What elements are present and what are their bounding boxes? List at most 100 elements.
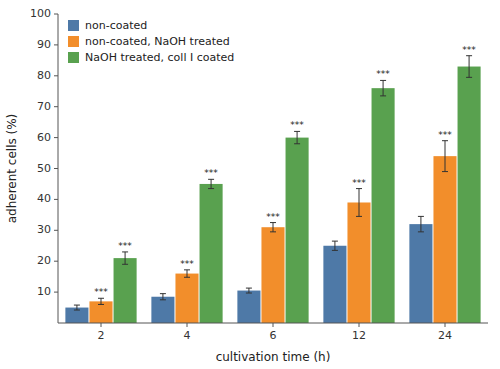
bar: [89, 301, 112, 323]
legend-swatch: [68, 20, 79, 31]
error-bar: [332, 241, 338, 250]
error-line: [445, 141, 446, 172]
chart-container: ******************************1020304050…: [0, 0, 500, 369]
y-tick: [54, 230, 58, 231]
error-cap: [418, 231, 424, 232]
error-cap: [246, 293, 252, 294]
error-cap: [98, 298, 104, 299]
bar: [347, 202, 370, 323]
significance-label: ***: [290, 120, 304, 130]
error-line: [359, 189, 360, 217]
error-cap: [294, 131, 300, 132]
error-cap: [98, 304, 104, 305]
error-line: [187, 270, 188, 277]
significance-label: ***: [118, 241, 132, 251]
x-tick: [101, 323, 102, 327]
y-tick: [54, 261, 58, 262]
bar: [151, 297, 174, 323]
significance-label: ***: [438, 130, 452, 140]
x-tick-label: 2: [98, 329, 105, 342]
significance-label: ***: [204, 168, 218, 178]
error-bar: [246, 288, 252, 293]
x-tick-label: 24: [438, 329, 452, 342]
y-tick-label: 10: [37, 285, 51, 298]
y-tick: [54, 168, 58, 169]
error-cap: [208, 179, 214, 180]
error-cap: [466, 55, 472, 56]
bar: [237, 291, 260, 323]
legend-label: non-coated: [85, 19, 147, 32]
significance-label: ***: [94, 287, 108, 297]
bar: [458, 67, 481, 323]
bar: [372, 88, 395, 323]
x-axis-label: cultivation time (h): [216, 350, 331, 364]
error-line: [101, 298, 102, 304]
error-bar: [98, 298, 104, 304]
legend-swatch: [68, 36, 79, 47]
significance-label: ***: [462, 45, 476, 55]
bar: [114, 258, 137, 323]
error-bar: [270, 223, 276, 232]
y-tick-label: 90: [37, 38, 51, 51]
legend-label: non-coated, NaOH treated: [85, 35, 230, 48]
error-line: [76, 305, 77, 310]
x-tick: [273, 323, 274, 327]
bar: [323, 246, 346, 323]
bar: [65, 308, 88, 323]
bar: [261, 227, 284, 323]
error-cap: [380, 80, 386, 81]
error-bar: [74, 305, 80, 310]
error-cap: [418, 216, 424, 217]
bar: [200, 184, 223, 323]
bars: [65, 56, 480, 323]
error-bar: [442, 141, 448, 172]
error-cap: [442, 140, 448, 141]
significance-label: ***: [180, 259, 194, 269]
x-tick-label: 6: [270, 329, 277, 342]
error-line: [334, 241, 335, 250]
error-cap: [208, 188, 214, 189]
x-tick-label: 4: [184, 329, 191, 342]
error-bar: [356, 189, 362, 217]
error-cap: [356, 216, 362, 217]
error-cap: [184, 269, 190, 270]
error-cap: [74, 310, 80, 311]
error-bar: [122, 252, 128, 264]
error-line: [125, 252, 126, 264]
y-tick-label: 40: [37, 192, 51, 205]
significance-label: ***: [352, 178, 366, 188]
y-tick: [54, 106, 58, 107]
error-bar: [466, 56, 472, 78]
y-tick-label: 20: [37, 254, 51, 267]
legend-label: NaOH treated, coll I coated: [85, 51, 234, 64]
y-tick-label: 60: [37, 131, 51, 144]
error-line: [273, 223, 274, 232]
error-line: [383, 80, 384, 95]
y-tick: [54, 44, 58, 45]
significance-label: ***: [266, 212, 280, 222]
error-cap: [160, 293, 166, 294]
x-tick-label: 12: [352, 329, 366, 342]
legend-swatch: [68, 52, 79, 63]
error-cap: [184, 277, 190, 278]
error-cap: [270, 231, 276, 232]
error-bar: [380, 80, 386, 95]
y-tick-label: 100: [30, 7, 51, 20]
error-cap: [122, 264, 128, 265]
legend: non-coated non-coated, NaOH treated NaOH t…: [68, 19, 234, 64]
bar: [433, 156, 456, 323]
chart-svg: ******************************1020304050…: [0, 0, 500, 369]
error-cap: [466, 77, 472, 78]
error-cap: [332, 250, 338, 251]
y-tick-label: 70: [37, 100, 51, 113]
x-tick: [445, 323, 446, 327]
error-line: [211, 179, 212, 188]
error-bar: [208, 179, 214, 188]
error-cap: [380, 95, 386, 96]
y-tick: [54, 137, 58, 138]
significance-label: ***: [376, 69, 390, 79]
error-bar: [418, 216, 424, 231]
y-tick-label: 30: [37, 223, 51, 236]
error-cap: [332, 241, 338, 242]
error-cap: [122, 251, 128, 252]
